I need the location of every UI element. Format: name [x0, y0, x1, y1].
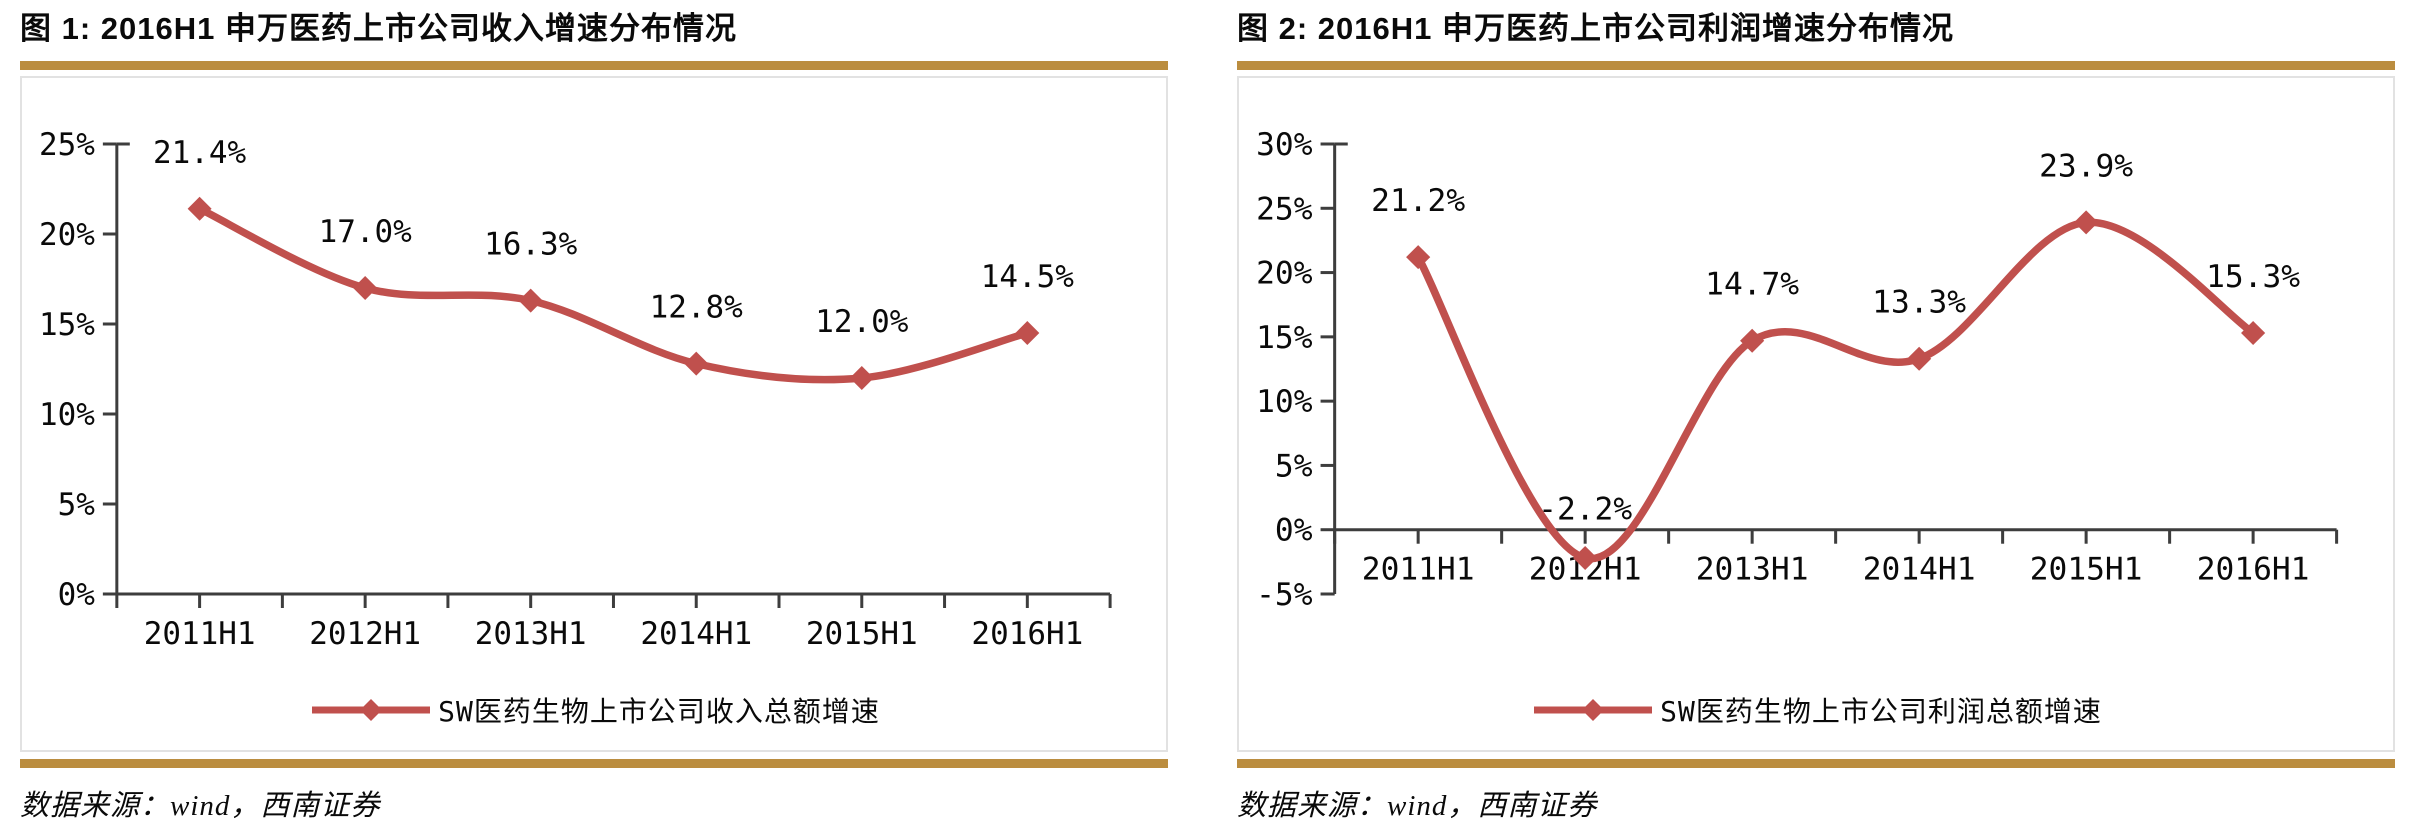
svg-text:2013H1: 2013H1: [475, 616, 587, 652]
legend-label: SW医药生物上市公司收入总额增速: [438, 695, 880, 728]
svg-text:13.3%: 13.3%: [1872, 285, 1966, 321]
svg-text:15%: 15%: [1256, 320, 1313, 356]
svg-text:2011H1: 2011H1: [144, 616, 256, 652]
svg-text:2015H1: 2015H1: [2030, 552, 2143, 588]
svg-text:2012H1: 2012H1: [309, 616, 421, 652]
data-source-note: 数据来源：wind，西南证券: [1237, 790, 1598, 822]
figure-title: 图 2: 2016H1 申万医药上市公司利润增速分布情况: [1237, 11, 1954, 46]
svg-text:10%: 10%: [39, 397, 95, 433]
svg-text:12.8%: 12.8%: [650, 290, 743, 326]
legend: SW医药生物上市公司收入总额增速: [22, 680, 1166, 740]
legend: SW医药生物上市公司利润总额增速: [1239, 680, 2393, 740]
svg-text:20%: 20%: [39, 217, 95, 253]
svg-text:15.3%: 15.3%: [2206, 259, 2300, 295]
chart-frame: 0% 5% 10% 15% 20% 25% 2011H1 2012H1 2013H1 2014H1…: [20, 76, 1168, 752]
svg-text:2013H1: 2013H1: [1696, 552, 1809, 588]
legend-line-diamond-icon: [1534, 699, 1653, 721]
gold-divider-bottom: [1237, 759, 2395, 768]
svg-text:21.4%: 21.4%: [153, 135, 246, 171]
figure-panel-profit: 图 2: 2016H1 申万医药上市公司利润增速分布情况 -5% 0% 5% 10% 1…: [1237, 6, 2395, 824]
legend-label: SW医药生物上市公司利润总额增速: [1660, 695, 2102, 728]
chart-frame: -5%0%5%10%15%20%25%30%2011H12012H12013H1…: [1237, 76, 2395, 752]
svg-text:25%: 25%: [39, 127, 95, 163]
svg-text:23.9%: 23.9%: [2039, 149, 2133, 185]
svg-text:20%: 20%: [1256, 256, 1313, 292]
svg-text:15%: 15%: [39, 307, 95, 343]
svg-text:-5%: -5%: [1256, 577, 1313, 613]
svg-text:2014H1: 2014H1: [640, 616, 752, 652]
svg-text:25%: 25%: [1256, 191, 1313, 227]
svg-text:-2.2%: -2.2%: [1538, 492, 1632, 528]
svg-text:2011H1: 2011H1: [1362, 552, 1475, 588]
svg-text:0%: 0%: [1275, 513, 1313, 549]
figure-title: 图 1: 2016H1 申万医药上市公司收入增速分布情况: [20, 11, 737, 46]
line-chart-profit-growth: -5%0%5%10%15%20%25%30%2011H12012H12013H1…: [1256, 127, 2339, 613]
data-source-note: 数据来源：wind，西南证券: [20, 790, 381, 822]
svg-text:2015H1: 2015H1: [806, 616, 918, 652]
svg-text:2016H1: 2016H1: [2197, 552, 2310, 588]
svg-text:5%: 5%: [58, 487, 96, 523]
svg-text:14.5%: 14.5%: [981, 259, 1074, 295]
gold-divider-bottom: [20, 759, 1168, 768]
svg-text:16.3%: 16.3%: [484, 227, 577, 263]
svg-text:5%: 5%: [1275, 449, 1313, 485]
svg-text:2016H1: 2016H1: [971, 616, 1083, 652]
svg-text:12.0%: 12.0%: [815, 304, 908, 340]
gold-divider-top: [20, 61, 1168, 70]
svg-text:17.0%: 17.0%: [319, 214, 412, 250]
svg-text:10%: 10%: [1256, 384, 1313, 420]
svg-text:30%: 30%: [1256, 127, 1313, 163]
svg-text:21.2%: 21.2%: [1371, 183, 1465, 219]
legend-line-diamond-icon: [312, 699, 431, 721]
svg-text:2014H1: 2014H1: [1863, 552, 1976, 588]
svg-text:14.7%: 14.7%: [1705, 267, 1799, 303]
figure-panel-revenue: 图 1: 2016H1 申万医药上市公司收入增速分布情况 0% 5% 10% 15% 2…: [20, 6, 1168, 824]
svg-text:0%: 0%: [58, 577, 96, 613]
line-chart-revenue-growth: 0% 5% 10% 15% 20% 25% 2011H1 2012H1 2013H1 2014H1…: [39, 127, 1112, 652]
gold-divider-top: [1237, 61, 2395, 70]
